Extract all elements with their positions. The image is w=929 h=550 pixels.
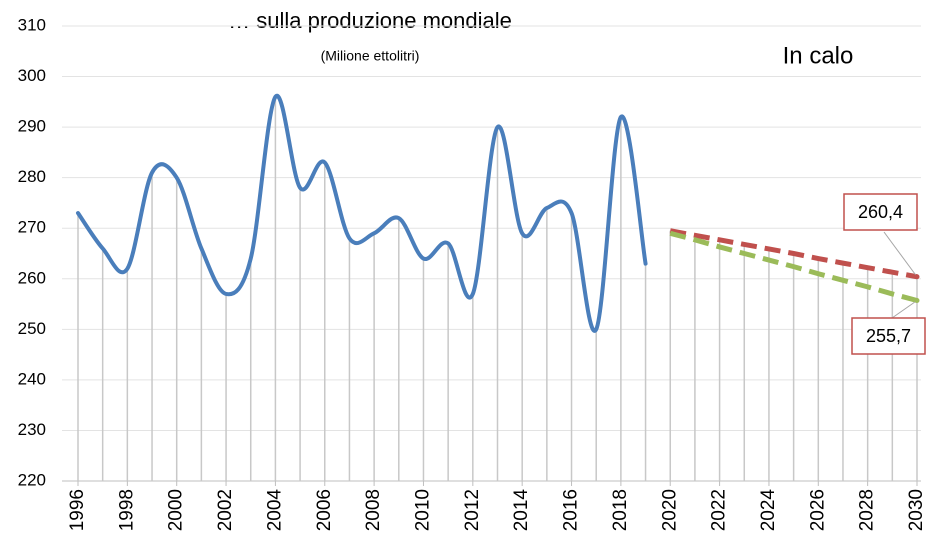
label-box <box>843 193 918 231</box>
x-tick-label: 2020 <box>659 489 680 531</box>
y-tick-label: 230 <box>18 420 46 439</box>
x-tick-label: 2002 <box>215 489 236 531</box>
y-tick-label: 260 <box>18 268 46 287</box>
y-tick-label: 300 <box>18 66 46 85</box>
y-tick-label: 270 <box>18 218 46 237</box>
x-tick-label: 2018 <box>610 489 631 531</box>
x-tick-label: 2008 <box>363 489 384 531</box>
x-tick-label: 2028 <box>857 489 878 531</box>
leader-line <box>883 231 918 278</box>
leader-line <box>891 300 918 319</box>
label-box <box>851 317 926 355</box>
x-tick-label: 1996 <box>67 489 88 531</box>
chart-title: … sulla produzione mondiale <box>228 8 512 33</box>
x-tick-label: 2014 <box>511 489 532 532</box>
y-tick-label: 240 <box>18 369 46 388</box>
x-tick-label: 2006 <box>314 489 335 531</box>
y-tick-label: 220 <box>18 470 46 489</box>
x-tick-label: 2024 <box>758 489 779 532</box>
x-tick-label: 2012 <box>462 489 483 531</box>
y-tick-label: 250 <box>18 319 46 338</box>
annotation: In calo <box>783 42 854 69</box>
chart-subtitle: (Milione ettolitri) <box>321 48 420 64</box>
x-tick-label: 2030 <box>906 489 927 531</box>
x-tick-label: 2004 <box>264 489 285 532</box>
y-tick-label: 290 <box>18 117 46 136</box>
y-tick-label: 280 <box>18 167 46 186</box>
data-label: 255,7 <box>866 326 911 346</box>
point <box>914 274 920 280</box>
x-tick-label: 2016 <box>561 489 582 531</box>
series-line <box>669 230 918 303</box>
x-tick-label: 2022 <box>709 489 730 531</box>
x-tick-label: 2010 <box>412 489 433 531</box>
x-tick-label: 2026 <box>807 489 828 531</box>
series-line <box>669 228 918 280</box>
x-tick-label: 2000 <box>166 489 187 531</box>
x-tick-label: 1998 <box>116 489 137 531</box>
y-tick-label: 310 <box>18 15 46 34</box>
point <box>914 298 920 304</box>
data-label: 260,4 <box>858 202 903 222</box>
series-line <box>76 93 648 333</box>
